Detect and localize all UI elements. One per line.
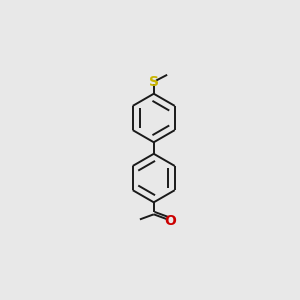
Text: O: O [165, 214, 177, 228]
Text: S: S [149, 75, 159, 89]
